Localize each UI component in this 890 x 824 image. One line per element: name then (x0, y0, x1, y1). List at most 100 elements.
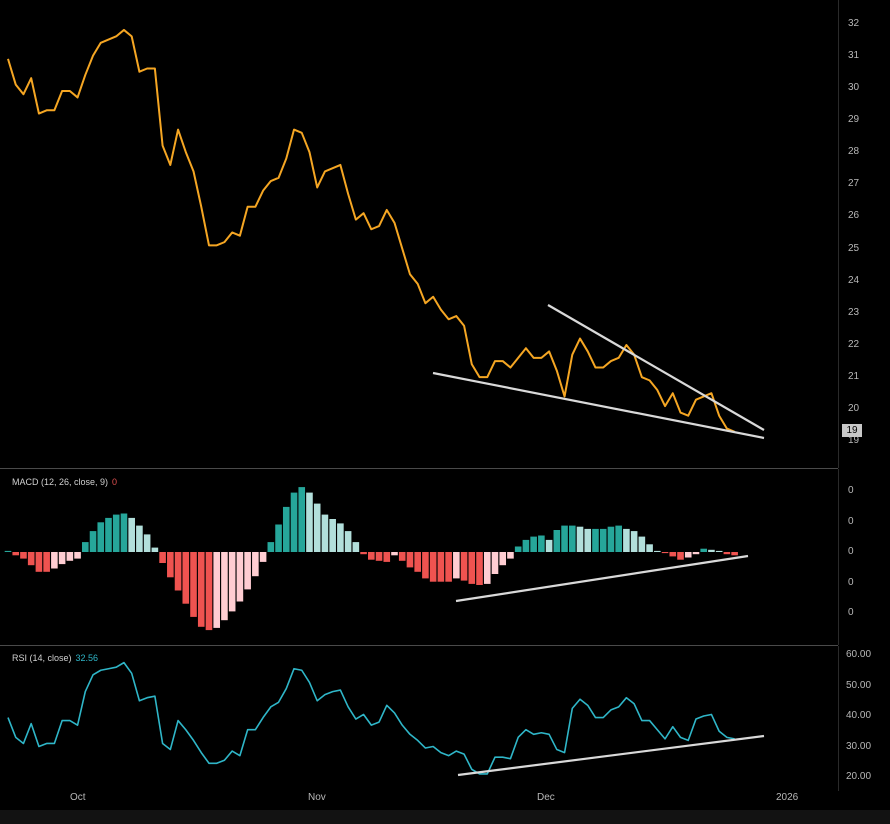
macd-bar (723, 552, 731, 555)
price-tick: 31 (848, 49, 860, 61)
macd-bar (460, 552, 468, 581)
macd-bar (429, 552, 437, 582)
price-tick: 25 (848, 242, 860, 254)
price-tick: 26 (848, 210, 860, 222)
trendlines (432, 304, 765, 777)
macd-bar (298, 487, 306, 552)
rsi-tick: 50.00 (846, 679, 872, 691)
price-support-trendline (432, 371, 765, 440)
macd-bar (89, 531, 97, 552)
price-tick: 19 (848, 435, 860, 447)
macd-panel (4, 487, 738, 631)
rsi-tick: 20.00 (846, 771, 872, 782)
macd-bar (406, 552, 414, 568)
macd-bar (190, 552, 197, 617)
macd-bar (700, 548, 707, 552)
macd-bar (136, 525, 143, 552)
macd-bar (275, 524, 282, 552)
macd-bar (12, 552, 20, 556)
macd-bar (368, 552, 375, 560)
time-tick: Oct (70, 792, 86, 803)
macd-bar (244, 552, 251, 590)
macd-bar (530, 536, 537, 552)
macd-bar (105, 517, 112, 552)
price-tick: 30 (848, 81, 860, 93)
macd-bar (592, 528, 599, 552)
macd-tick: 0 (848, 515, 854, 527)
last-price-badge: 19 (842, 424, 862, 437)
macd-bar (97, 522, 105, 552)
macd-bar (35, 552, 43, 572)
macd-bar (259, 552, 267, 562)
rsi-tick: 60.00 (846, 649, 872, 660)
macd-bar (228, 552, 236, 612)
price-tick: 21 (848, 371, 860, 383)
macd-bar (391, 552, 398, 556)
macd-bar (638, 536, 646, 552)
macd-bar (151, 547, 159, 552)
macd-tick: 0 (848, 607, 854, 618)
time-tick: Nov (308, 792, 326, 803)
macd-bar (58, 552, 66, 565)
price-axis[interactable] (838, 0, 890, 468)
macd-bar (599, 528, 607, 552)
macd-tick: 0 (848, 576, 854, 588)
macd-bar (282, 506, 290, 552)
price-panel (7, 28, 736, 433)
price-tick: 24 (848, 274, 860, 286)
macd-bar (290, 492, 298, 552)
macd-bar (112, 514, 120, 552)
macd-bar (615, 525, 622, 552)
macd-bar (221, 552, 228, 621)
macd-bar (715, 550, 723, 552)
macd-trendline (455, 554, 749, 603)
macd-bar (561, 525, 568, 552)
macd-bar (352, 542, 360, 552)
macd-bar (677, 552, 684, 560)
macd-bar (383, 552, 391, 562)
macd-bar (213, 552, 221, 628)
macd-bar (630, 531, 638, 552)
rsi-tick: 40.00 (846, 710, 872, 721)
macd-bar (584, 528, 592, 552)
rsi-legend[interactable]: RSI (14, close) 32.56 (12, 653, 98, 663)
macd-bar (445, 552, 452, 582)
panel-divider-macd[interactable] (0, 468, 838, 469)
macd-bar (205, 552, 213, 631)
macd-legend[interactable]: MACD (12, 26, close, 9) 0 (12, 477, 117, 487)
rsi-axis[interactable] (838, 646, 890, 791)
macd-bar (553, 530, 561, 552)
macd-bar (453, 552, 460, 579)
price-tick: 23 (848, 306, 860, 318)
price-line (7, 28, 736, 433)
rsi-legend-title: RSI (14, close) (12, 653, 72, 663)
macd-bar (252, 552, 259, 577)
macd-bar (623, 528, 630, 552)
rsi-tick: 30.00 (846, 740, 872, 752)
macd-tick: 0 (848, 546, 854, 557)
macd-bar (468, 552, 476, 584)
macd-bar (522, 539, 530, 552)
macd-bar (20, 552, 27, 559)
price-tick: 22 (848, 339, 860, 350)
macd-bar (684, 552, 692, 558)
bottom-bar (0, 810, 890, 824)
macd-axis[interactable] (838, 469, 890, 645)
macd-bar (267, 542, 275, 552)
macd-bar (476, 552, 483, 585)
rsi-panel (7, 661, 735, 775)
macd-bar (708, 549, 715, 552)
macd-bar (499, 552, 507, 566)
price-resistance-trendline (547, 304, 765, 431)
macd-bar (654, 550, 661, 552)
macd-bar (360, 552, 367, 555)
macd-bar (514, 546, 522, 552)
macd-bar (661, 552, 669, 554)
panel-divider-rsi[interactable] (0, 645, 838, 646)
price-tick: 32 (848, 17, 860, 29)
macd-bar (576, 526, 584, 552)
time-tick: Dec (537, 792, 555, 803)
price-tick: 29 (848, 113, 860, 125)
rsi-legend-value: 32.56 (75, 653, 99, 663)
